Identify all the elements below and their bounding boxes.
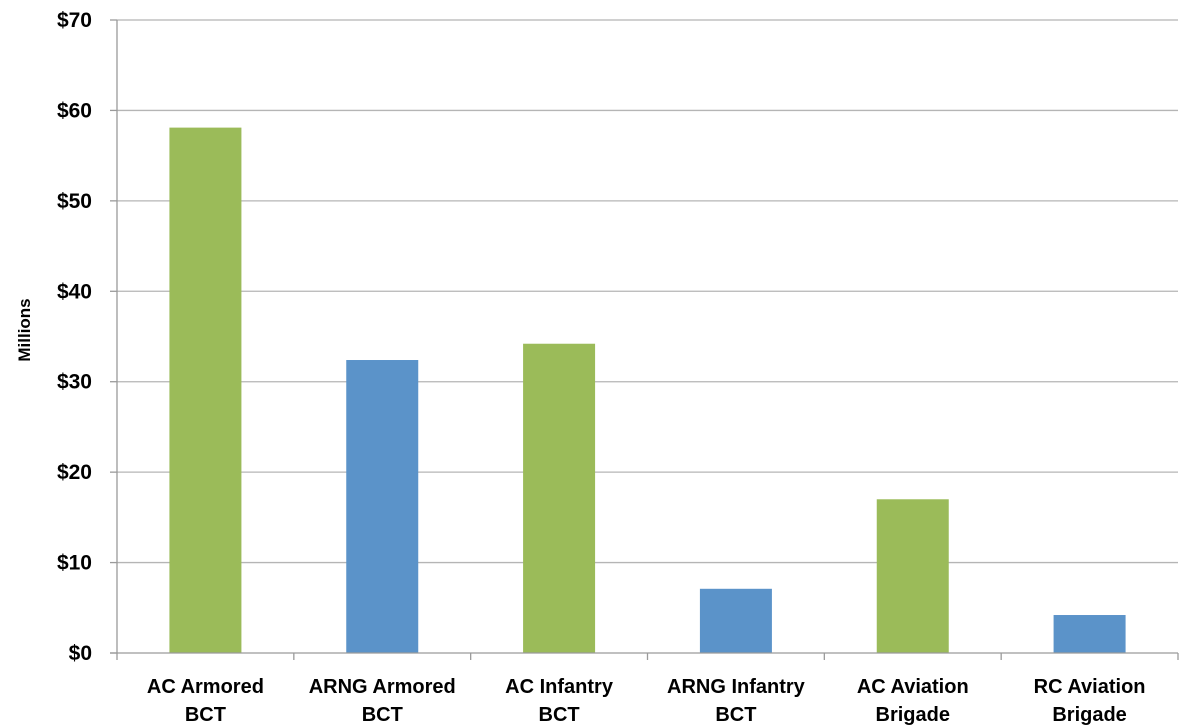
x-category-labels: AC Armored BCT ARNG Armored BCT AC Infantry B… — [147, 676, 1146, 726]
bars — [169, 127, 1126, 654]
bar — [876, 499, 949, 653]
x-category-label: BCT — [715, 704, 756, 726]
bar — [169, 127, 242, 654]
bar — [523, 343, 596, 653]
x-category-label: BCT — [362, 704, 403, 726]
x-category-label: Brigade — [1052, 704, 1126, 726]
x-category-label: AC Armored — [147, 676, 264, 698]
y-tick-label: $10 — [57, 552, 92, 575]
y-tick-label: $20 — [57, 461, 92, 484]
x-category-label: AC Aviation — [857, 676, 969, 698]
y-axis-title: Millions — [15, 298, 34, 361]
bar — [346, 360, 419, 653]
x-category-label: BCT — [539, 704, 580, 726]
x-category-label: AC Infantry — [505, 676, 614, 698]
x-category-label: Brigade — [876, 704, 950, 726]
x-category-label: RC Aviation — [1034, 676, 1146, 698]
axes — [110, 20, 1179, 660]
y-tick-label: $30 — [57, 371, 92, 394]
bar — [1053, 615, 1126, 653]
y-tick-label: $0 — [69, 642, 92, 665]
x-category-label: BCT — [185, 704, 226, 726]
y-tick-label: $60 — [57, 99, 92, 122]
gridlines — [110, 19, 1178, 654]
y-tick-label: $50 — [57, 190, 92, 213]
x-category-label: ARNG Armored — [309, 676, 456, 698]
x-category-label: ARNG Infantry — [667, 676, 806, 698]
y-tick-labels: $0 $10 $20 $30 $40 $50 $60 $70 — [57, 9, 92, 665]
y-tick-label: $70 — [57, 9, 92, 32]
bar — [699, 588, 772, 653]
y-tick-label: $40 — [57, 280, 92, 303]
